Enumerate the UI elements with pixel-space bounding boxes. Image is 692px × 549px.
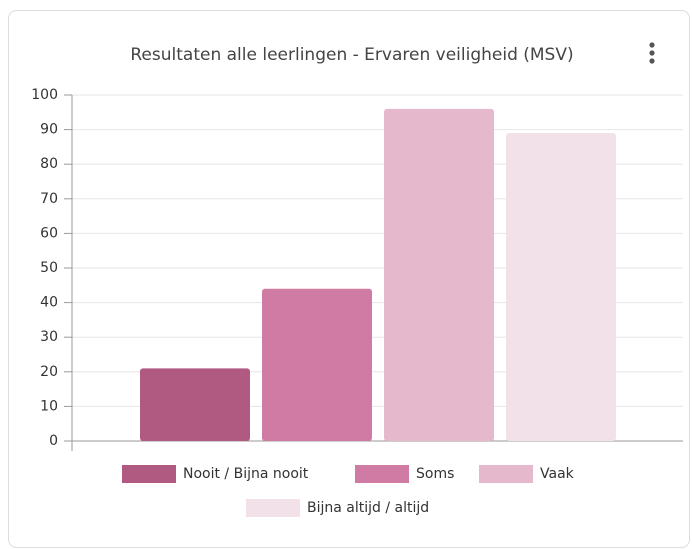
y-tick-label: 90 [40,122,58,138]
legend-label: Vaak [540,466,575,482]
menu-button[interactable] [649,42,655,64]
legend-label: Nooit / Bijna nooit [183,466,309,482]
menu-dot[interactable] [649,50,655,56]
legend-swatch [122,465,176,483]
y-tick-label: 70 [40,191,58,207]
bar [262,288,372,441]
legend-swatch [355,465,409,483]
y-tick-label: 10 [40,398,58,414]
bar [384,108,494,441]
y-tick-label: 60 [40,225,58,241]
y-tick-label: 50 [40,260,58,276]
y-tick-label: 0 [49,433,58,449]
y-tick-label: 30 [40,329,58,345]
menu-dot[interactable] [649,42,655,48]
bar [140,368,250,441]
y-tick-label: 100 [31,87,58,103]
bar [506,133,616,441]
menu-dot[interactable] [649,58,655,64]
legend-label: Bijna altijd / altijd [307,500,429,516]
chart-title: Resultaten alle leerlingen - Ervaren vei… [130,45,573,65]
legend-label: Soms [416,466,454,482]
y-tick-label: 40 [40,295,58,311]
y-tick-label: 80 [40,156,58,172]
legend-swatch [479,465,533,483]
y-tick-label: 20 [40,364,58,380]
legend-swatch [246,499,300,517]
